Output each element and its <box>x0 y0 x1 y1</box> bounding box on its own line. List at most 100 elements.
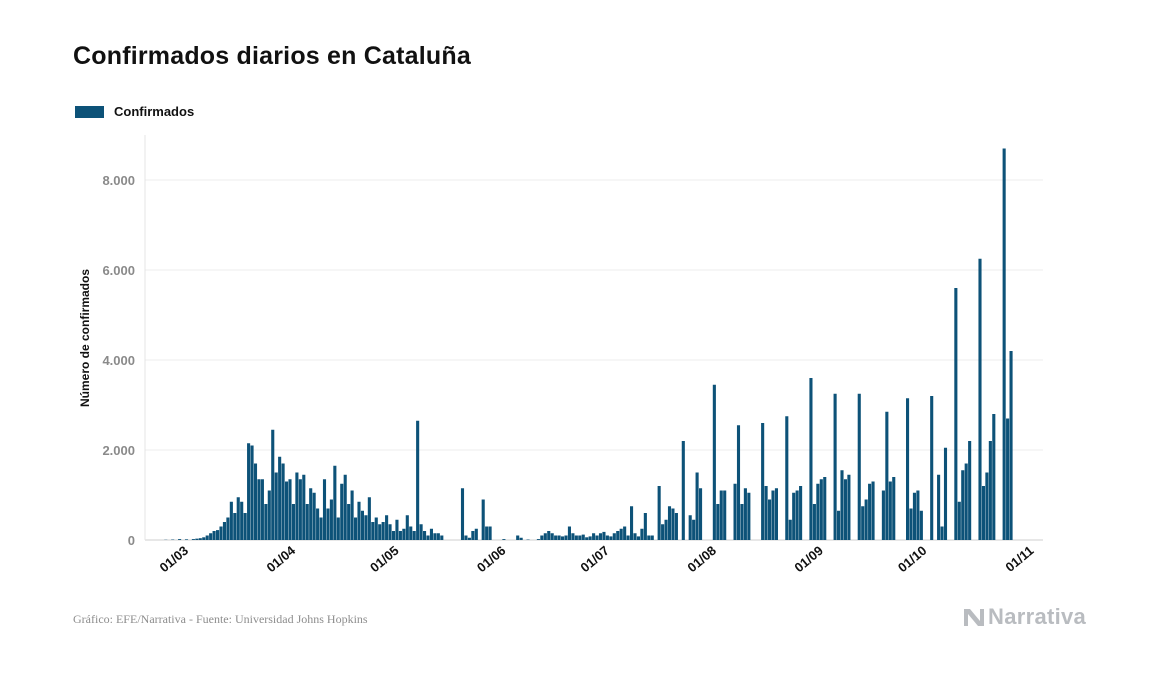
bar <box>240 501 244 540</box>
bar <box>847 474 851 540</box>
bar <box>937 474 941 540</box>
bar <box>616 531 620 540</box>
bar <box>626 535 630 540</box>
bar <box>667 506 672 540</box>
bar <box>692 519 696 540</box>
source-footer: Gráfico: EFE/Narrativa - Fuente: Univers… <box>73 612 368 626</box>
bar <box>664 519 668 540</box>
bar <box>919 510 923 540</box>
bar <box>871 481 875 540</box>
bar <box>257 479 261 540</box>
bar <box>885 411 889 540</box>
bar <box>474 528 478 540</box>
bar <box>961 470 965 540</box>
y-tick-labels: 0 2.000 4.000 6.000 8.000 <box>102 173 135 548</box>
y-axis-label: Número de confirmados <box>78 269 92 407</box>
bar <box>674 513 678 540</box>
bar <box>326 508 330 540</box>
bar <box>747 492 751 540</box>
bar <box>688 515 692 540</box>
bar <box>285 481 289 540</box>
bar <box>502 539 506 540</box>
bar <box>681 441 685 540</box>
x-tick-label: 01/08 <box>684 543 719 575</box>
bar <box>360 510 364 540</box>
bar <box>743 488 747 540</box>
bar <box>229 501 233 540</box>
bar <box>488 526 492 540</box>
bar <box>233 513 237 540</box>
bar <box>271 429 275 540</box>
bar <box>712 384 716 540</box>
y-tick-label: 6.000 <box>102 263 135 278</box>
bar <box>881 490 885 540</box>
bar <box>291 504 295 540</box>
bar <box>357 501 361 540</box>
bar <box>716 504 720 540</box>
bar <box>557 535 561 540</box>
bar <box>371 522 375 540</box>
bar <box>774 488 778 540</box>
bar <box>209 533 213 540</box>
bar <box>316 508 320 540</box>
bar <box>543 533 547 540</box>
bar <box>978 258 982 540</box>
bar <box>253 463 258 540</box>
bar <box>191 539 195 540</box>
bar <box>602 531 606 540</box>
bar <box>695 472 699 540</box>
bar <box>954 288 958 540</box>
bar <box>657 486 661 540</box>
bar <box>322 479 327 540</box>
bar <box>219 526 223 540</box>
bar <box>205 535 209 540</box>
bar <box>992 414 996 540</box>
bar <box>226 517 230 540</box>
bar <box>761 423 765 540</box>
bar <box>888 481 892 540</box>
bar <box>416 420 420 540</box>
bar <box>222 522 226 540</box>
bar <box>799 486 803 540</box>
bar <box>485 526 489 540</box>
x-tick-label: 01/09 <box>791 543 826 575</box>
bar <box>843 479 847 540</box>
bar <box>595 535 599 540</box>
x-tick-label: 01/05 <box>367 543 402 575</box>
bar <box>819 479 823 540</box>
x-tick-labels: 01/03 01/04 01/05 01/06 01/07 01/08 01/09 01/10… <box>157 542 1037 575</box>
bar <box>350 490 354 540</box>
bar <box>930 396 934 540</box>
bar <box>612 533 616 540</box>
bar <box>540 535 544 540</box>
bar <box>764 486 768 540</box>
bar <box>440 535 444 540</box>
bar <box>567 526 571 540</box>
bar <box>906 398 910 540</box>
bar <box>250 445 254 540</box>
bar <box>395 519 399 540</box>
bar <box>640 528 644 540</box>
bar <box>585 537 589 540</box>
bar <box>374 517 378 540</box>
bar <box>550 533 554 540</box>
bar <box>564 535 568 540</box>
narrativa-logo-icon <box>964 609 984 626</box>
bar <box>699 488 703 540</box>
bar <box>554 535 558 540</box>
bar <box>343 474 347 540</box>
bar <box>471 531 475 540</box>
bar <box>409 526 413 540</box>
bar <box>336 517 340 540</box>
bar <box>536 539 540 540</box>
bar <box>519 537 523 540</box>
bar <box>661 524 665 540</box>
brand-logo: Narrativa <box>964 604 1086 630</box>
bar <box>340 483 344 540</box>
bar <box>598 533 603 540</box>
bar <box>333 465 337 540</box>
bar <box>381 522 385 540</box>
bar <box>609 536 613 540</box>
bar <box>364 515 368 540</box>
x-tick-label: 01/06 <box>474 543 509 575</box>
